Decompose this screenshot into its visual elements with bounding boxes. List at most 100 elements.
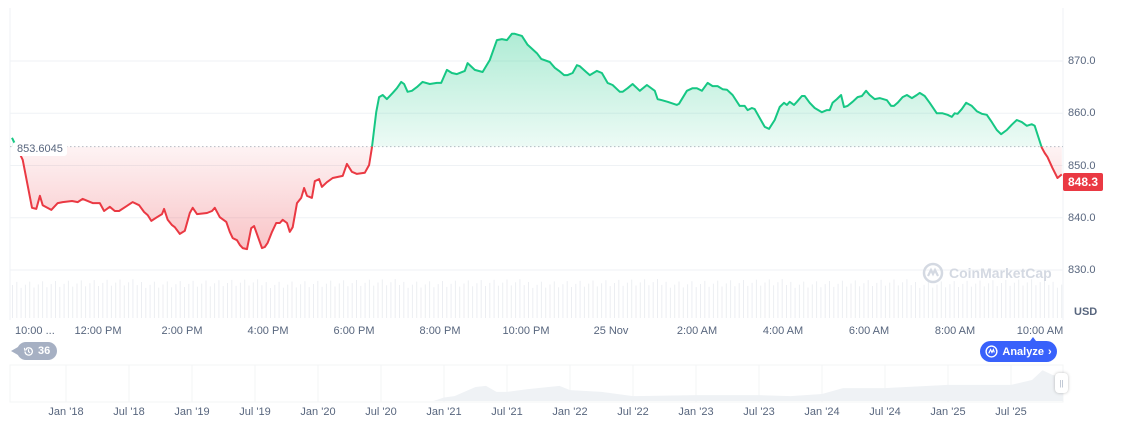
y-tick-label: 830.0: [1068, 264, 1096, 276]
volume-bar: [704, 280, 706, 318]
volume-bar: [166, 281, 168, 318]
volume-bar: [205, 280, 207, 318]
data-point: [1011, 124, 1013, 126]
data-point: [1016, 119, 1018, 121]
data-point: [676, 104, 678, 106]
volume-bar: [725, 283, 727, 318]
data-point: [1057, 177, 1059, 179]
data-point: [869, 94, 871, 96]
data-point: [42, 204, 44, 206]
volume-bar: [592, 280, 594, 318]
volume-bar: [278, 281, 280, 318]
volume-bar: [1039, 282, 1041, 318]
volume-bar: [558, 287, 560, 318]
volume-bar: [1048, 284, 1050, 318]
volume-bar: [751, 282, 753, 318]
volume-bar: [730, 280, 732, 318]
volume-bar: [708, 286, 710, 318]
volume-bar: [356, 280, 357, 318]
data-point: [364, 172, 366, 174]
data-point: [754, 108, 756, 110]
data-point: [947, 114, 949, 116]
data-point: [596, 70, 598, 72]
navigator-area[interactable]: [10, 370, 1063, 401]
data-point: [296, 202, 298, 204]
data-point: [726, 89, 728, 91]
volume-bar: [510, 285, 512, 318]
volume-bar: [386, 285, 388, 318]
volume-bar: [657, 279, 658, 318]
volume-bar: [876, 282, 878, 318]
data-point: [267, 242, 269, 244]
data-point: [356, 173, 358, 175]
volume-bar: [652, 282, 654, 318]
data-point: [929, 102, 931, 104]
volume-bar: [932, 287, 934, 318]
navigator-tick-label: Jul '18: [113, 406, 145, 418]
data-point: [991, 121, 993, 123]
navigator-tick-label: Jan '25: [930, 406, 966, 418]
volume-bar: [231, 279, 233, 318]
volume-bar: [33, 287, 35, 318]
volume-bar: [485, 286, 486, 318]
data-point: [114, 210, 116, 212]
data-point: [368, 164, 370, 166]
volume-bar: [261, 285, 263, 318]
data-point: [289, 231, 291, 233]
data-point: [857, 96, 859, 98]
history-badge[interactable]: 36: [10, 342, 58, 360]
data-point: [861, 95, 863, 97]
data-point: [961, 108, 963, 110]
data-point: [211, 210, 213, 212]
volume-bar: [80, 280, 82, 318]
data-point: [924, 95, 926, 97]
data-point: [521, 35, 523, 37]
volume-bar: [364, 282, 366, 318]
volume-bar: [601, 283, 603, 318]
data-point: [954, 112, 956, 114]
volume-bar: [738, 283, 740, 318]
x-tick-label: 6:00 AM: [848, 325, 890, 337]
data-point: [118, 210, 120, 212]
data-point: [261, 247, 263, 249]
volume-bar: [472, 286, 474, 318]
ai-chart-icon: [985, 345, 998, 358]
volume-bar: [394, 279, 396, 318]
y-tick-label: 860.0: [1068, 107, 1096, 120]
y-tick-label: 850.0: [1068, 159, 1096, 172]
volume-bar: [880, 279, 882, 318]
analyze-button[interactable]: Analyze ›: [980, 337, 1057, 362]
data-point: [411, 90, 413, 92]
navigator-drag-handle[interactable]: ||: [1055, 373, 1068, 393]
data-point: [92, 202, 94, 204]
data-point: [744, 105, 746, 107]
data-point: [786, 104, 788, 106]
data-point: [229, 231, 231, 233]
volume-bar: [450, 283, 452, 318]
data-point: [986, 114, 988, 116]
data-point: [692, 87, 694, 89]
volume-bar: [274, 284, 276, 318]
history-count: 36: [38, 345, 51, 357]
data-point: [886, 99, 888, 101]
volume-bar: [1013, 282, 1015, 318]
volume-bar: [1018, 279, 1020, 318]
volume-bar: [1056, 287, 1058, 318]
volume-bar: [940, 281, 942, 318]
current-price-badge: 848.3: [1063, 173, 1103, 191]
data-point: [156, 216, 158, 218]
area-fill-below-baseline: [16, 146, 1062, 250]
data-point: [196, 213, 198, 215]
data-point: [99, 202, 101, 204]
data-point: [1026, 125, 1028, 127]
volume-bar: [222, 286, 224, 318]
data-point: [286, 222, 288, 224]
volume-bar: [257, 279, 259, 318]
data-point: [342, 175, 344, 177]
volume-bar: [902, 282, 904, 318]
volume-bar: [93, 280, 95, 318]
data-point: [1000, 133, 1002, 135]
volume-bar: [480, 280, 482, 318]
data-point: [467, 62, 469, 64]
